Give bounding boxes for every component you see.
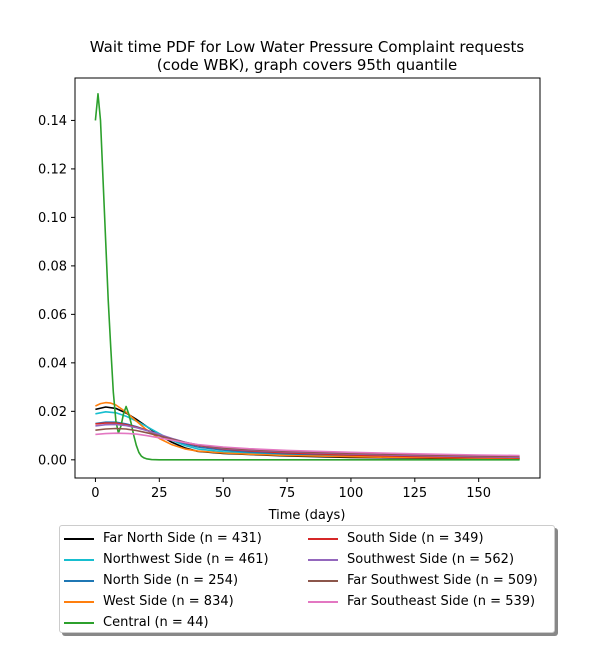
y-tick-label: 0.14 (38, 114, 67, 129)
y-tick-label: 0.10 (38, 211, 67, 226)
legend-swatch (64, 580, 94, 582)
y-tick-label: 0.06 (38, 308, 67, 323)
legend-swatch (308, 559, 338, 561)
legend-label: Far Southwest Side (n = 509) (347, 573, 538, 588)
x-tick-label: 125 (402, 486, 427, 501)
legend-swatch (308, 580, 338, 582)
legend-swatch (64, 601, 94, 603)
series-line-central (94, 93, 520, 461)
legend-swatch (308, 538, 338, 540)
x-tick-label: 75 (279, 486, 296, 501)
legend-swatch (308, 601, 338, 603)
y-tick-label: 0.00 (38, 453, 67, 468)
y-tick-label: 0.02 (38, 405, 67, 420)
chart-title-line-2: (code WBK), graph covers 95th quantile (157, 56, 458, 74)
chart-title-line-1: Wait time PDF for Low Water Pressure Com… (90, 38, 525, 56)
x-tick-label: 0 (91, 486, 99, 501)
legend-label: Northwest Side (n = 461) (103, 552, 269, 567)
x-tick-label: 150 (466, 486, 491, 501)
y-tick-label: 0.08 (38, 259, 67, 274)
legend-swatch (64, 538, 94, 540)
legend-label: Central (n = 44) (103, 615, 209, 630)
legend-label: South Side (n = 349) (347, 531, 484, 546)
y-tick-label: 0.04 (38, 356, 67, 371)
y-tick-label: 0.12 (38, 162, 67, 177)
x-tick-label: 25 (151, 486, 168, 501)
legend-label: Southwest Side (n = 562) (347, 552, 515, 567)
series-line-west-side (95, 401, 520, 460)
legend: Far North Side (n = 431) Northwest Side (… (59, 525, 555, 633)
legend-label: Far North Side (n = 431) (103, 531, 262, 546)
x-axis-label: Time (days) (268, 508, 346, 523)
x-tick-label: 100 (339, 486, 364, 501)
plot-area-frame (74, 77, 541, 479)
legend-swatch (64, 622, 94, 624)
legend-label: North Side (n = 254) (103, 573, 239, 588)
x-tick-label: 50 (215, 486, 232, 501)
legend-label: West Side (n = 834) (103, 594, 234, 609)
legend-swatch (64, 559, 94, 561)
legend-label: Far Southeast Side (n = 539) (347, 594, 536, 609)
series-line-far-southeast-side (95, 432, 520, 457)
